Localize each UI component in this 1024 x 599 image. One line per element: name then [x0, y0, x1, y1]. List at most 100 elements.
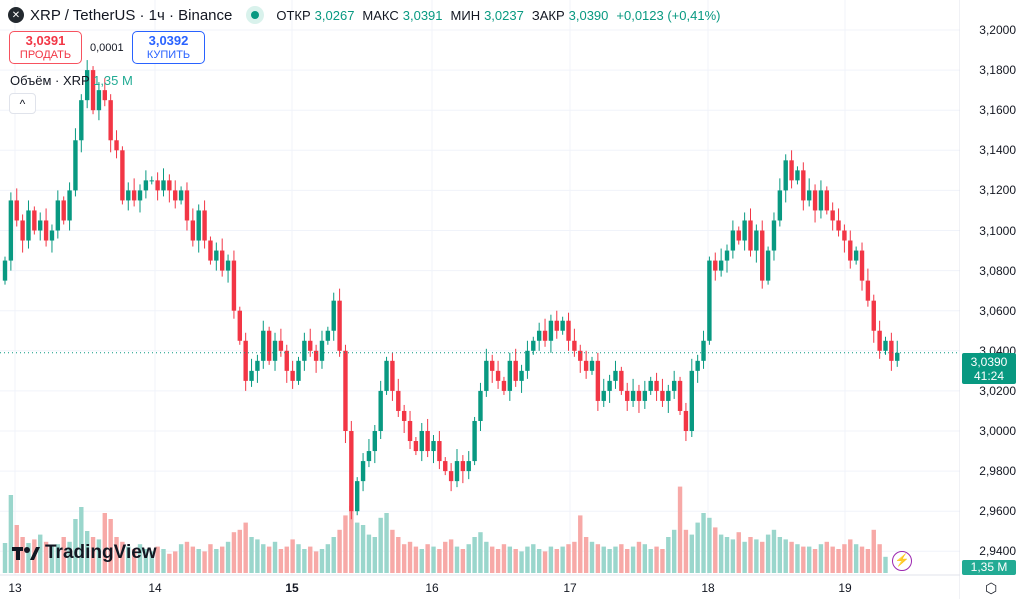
day-tick: 17	[563, 581, 577, 595]
volume-bar	[771, 529, 777, 573]
volume-bar	[366, 534, 372, 573]
volume-bar	[677, 486, 683, 573]
candle	[319, 340, 325, 361]
tradingview-logo: TradingView	[12, 542, 157, 564]
settings-icon[interactable]: ⬡	[985, 580, 998, 596]
volume-bar	[67, 541, 72, 573]
volume-bar	[566, 544, 571, 573]
candle	[689, 370, 694, 431]
volume-bar	[401, 544, 407, 573]
candle	[630, 390, 636, 401]
volume-bar	[231, 532, 237, 573]
volume-bar	[126, 546, 131, 573]
candle	[337, 300, 342, 351]
volume-bar	[701, 513, 706, 573]
candle	[355, 481, 360, 512]
volume-bar	[806, 546, 812, 573]
volume-bar	[343, 515, 348, 573]
candle	[589, 360, 595, 371]
volume-bar	[384, 513, 389, 573]
volume-bar	[613, 546, 618, 573]
candle	[214, 250, 219, 261]
candle	[566, 320, 571, 341]
candle	[32, 210, 37, 231]
day-tick: 13	[8, 581, 22, 595]
volume-bar	[754, 539, 759, 573]
candle	[443, 461, 448, 472]
volume-bar	[683, 529, 689, 573]
candle	[736, 230, 741, 241]
price-chart[interactable]	[0, 0, 960, 599]
candle	[384, 360, 389, 391]
volume-bar	[812, 549, 818, 573]
candle	[43, 220, 49, 241]
candle	[484, 360, 489, 391]
candle	[8, 200, 14, 261]
candle	[425, 431, 430, 452]
candle	[208, 240, 213, 261]
volume-bar	[161, 549, 166, 573]
candle	[648, 380, 653, 391]
candle	[836, 220, 841, 231]
volume-bar	[131, 549, 137, 573]
candle	[742, 220, 747, 241]
candle	[290, 370, 295, 381]
price-tick: 3,1800	[979, 63, 1016, 78]
volume-bar	[531, 544, 536, 573]
price-tick: 3,0000	[979, 424, 1016, 438]
symbol-title[interactable]: XRP / TetherUS · 1ч · Binance	[30, 6, 233, 24]
volume-bar	[413, 546, 419, 573]
volume-bar	[859, 546, 865, 573]
volume-bar	[114, 537, 119, 573]
candle	[501, 380, 507, 391]
lightning-icon[interactable]: ⚡	[892, 551, 912, 571]
candle	[366, 451, 372, 462]
volume-bar	[478, 532, 483, 573]
price-tick: 2,9600	[979, 504, 1016, 519]
candle	[102, 90, 107, 101]
candle	[266, 330, 272, 361]
sell-button[interactable]: 3,0391 ПРОДАТЬ	[9, 31, 82, 64]
collapse-button[interactable]: ^	[9, 93, 36, 114]
candle	[202, 210, 207, 241]
volume-bar	[554, 549, 559, 573]
candle	[619, 370, 624, 391]
volume-bar	[742, 541, 747, 573]
volume-bar	[337, 529, 342, 573]
volume-bar	[302, 549, 307, 573]
candle	[853, 250, 859, 261]
buy-button[interactable]: 3,0392 КУПИТЬ	[132, 31, 205, 64]
volume-bar	[196, 549, 201, 573]
volume-bar	[79, 507, 84, 573]
volume-bar	[431, 546, 436, 573]
volume-bar	[877, 544, 882, 573]
volume-bar	[583, 537, 589, 573]
candle	[284, 350, 289, 371]
market-open-status-icon	[246, 6, 265, 24]
candle	[84, 70, 90, 101]
current-volume-label: 1,35 M	[962, 560, 1016, 575]
volume-bar	[143, 549, 149, 573]
volume-bar	[102, 513, 107, 573]
volume-bar	[507, 546, 513, 573]
volume-bar	[437, 549, 442, 573]
volume-bar	[865, 549, 871, 573]
volume-bar	[96, 539, 102, 573]
candle	[801, 170, 806, 201]
volume-bar	[355, 522, 360, 573]
candle	[173, 190, 178, 201]
volume-bar	[718, 534, 724, 573]
candle	[448, 471, 454, 482]
candle	[472, 420, 477, 462]
volume-bar	[765, 534, 771, 573]
candle	[137, 190, 143, 201]
volume-bar	[372, 537, 378, 573]
candle	[718, 260, 724, 271]
volume-bar	[219, 546, 225, 573]
volume-bar	[536, 549, 542, 573]
candle	[296, 360, 301, 381]
volume-bar	[425, 544, 430, 573]
candle	[578, 350, 583, 361]
candle	[542, 330, 548, 341]
volume-bar	[308, 546, 313, 573]
